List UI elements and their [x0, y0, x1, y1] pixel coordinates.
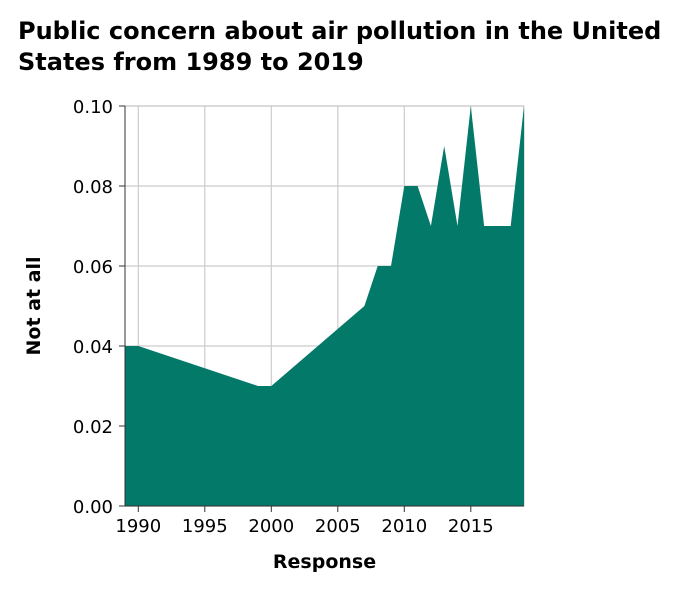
- x-tick-label: 1995: [182, 516, 228, 537]
- tick-labels: 1990 1995 2000 2005 2010 2015 0.00 0.02 0.04 0.06…: [73, 97, 494, 537]
- x-tick-label: 2000: [248, 516, 294, 537]
- y-axis-label: Not at all: [23, 256, 45, 355]
- x-tick-label: 1990: [115, 516, 161, 537]
- y-tick-label: 0.06: [73, 257, 113, 278]
- x-tick-label: 2015: [448, 516, 494, 537]
- chart-title: Public concern about air pollution in th…: [18, 17, 662, 76]
- x-tick-label: 2005: [315, 516, 361, 537]
- x-tick-label: 2010: [381, 516, 427, 537]
- y-tick-label: 0.00: [73, 497, 113, 518]
- y-tick-label: 0.10: [73, 97, 113, 118]
- x-axis-label: Response: [273, 551, 376, 573]
- y-tick-label: 0.02: [73, 417, 113, 438]
- axes: [119, 105, 524, 512]
- y-tick-label: 0.04: [73, 337, 113, 358]
- y-tick-label: 0.08: [73, 177, 113, 198]
- area-series: [125, 106, 524, 506]
- area-fill: [125, 106, 524, 506]
